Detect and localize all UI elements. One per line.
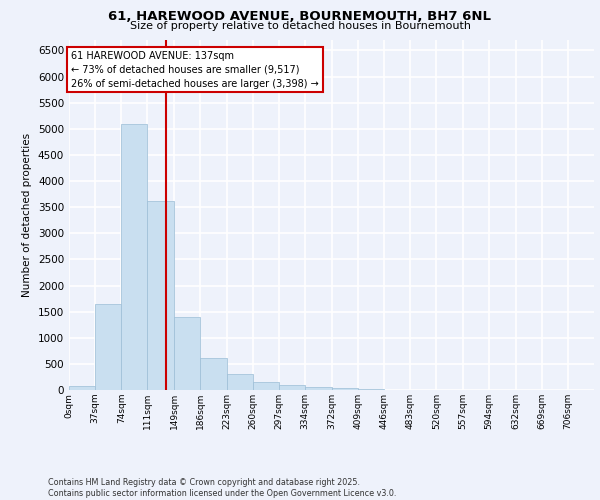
- Text: Contains HM Land Registry data © Crown copyright and database right 2025.
Contai: Contains HM Land Registry data © Crown c…: [48, 478, 397, 498]
- Bar: [227, 374, 253, 390]
- Bar: [200, 358, 227, 390]
- Text: 61 HAREWOOD AVENUE: 137sqm
← 73% of detached houses are smaller (9,517)
26% of s: 61 HAREWOOD AVENUE: 137sqm ← 73% of deta…: [71, 50, 319, 88]
- Bar: [95, 304, 121, 390]
- Text: 61, HAREWOOD AVENUE, BOURNEMOUTH, BH7 6NL: 61, HAREWOOD AVENUE, BOURNEMOUTH, BH7 6N…: [109, 10, 491, 23]
- Bar: [174, 317, 200, 390]
- Text: Size of property relative to detached houses in Bournemouth: Size of property relative to detached ho…: [130, 21, 470, 31]
- Bar: [332, 388, 358, 390]
- Bar: [121, 124, 148, 390]
- Bar: [279, 385, 305, 390]
- Bar: [69, 386, 95, 390]
- Bar: [148, 201, 174, 390]
- Bar: [305, 386, 332, 390]
- Y-axis label: Number of detached properties: Number of detached properties: [22, 133, 32, 297]
- Bar: [253, 382, 279, 390]
